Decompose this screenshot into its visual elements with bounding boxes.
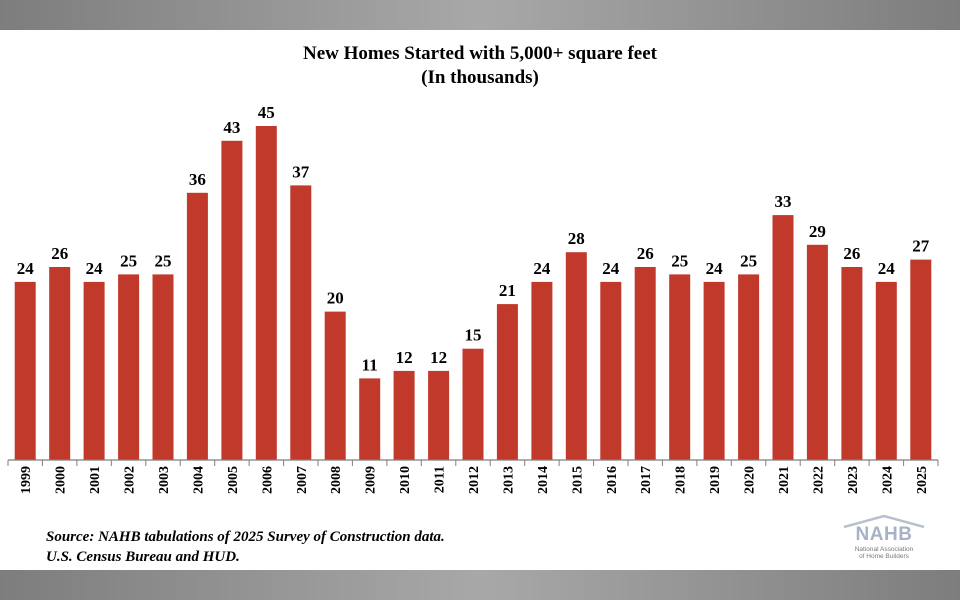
logo-subtitle-line-1: National Association [854, 546, 914, 553]
data-label: 27 [912, 237, 930, 256]
x-tick-label: 2025 [915, 466, 930, 494]
bar [359, 378, 381, 460]
x-tick-label: 2023 [846, 466, 861, 494]
bar [875, 281, 897, 460]
data-label: 24 [86, 259, 104, 278]
x-tick-label: 2000 [54, 466, 69, 494]
data-label: 43 [223, 118, 240, 137]
x-tick-label: 2017 [639, 466, 654, 494]
data-label: 45 [258, 103, 275, 122]
bar [806, 244, 828, 460]
bar [634, 267, 656, 460]
data-label: 12 [396, 348, 413, 367]
bar [221, 140, 243, 461]
source-line-1: Source: NAHB tabulations of 2025 Survey … [46, 529, 445, 545]
bar [910, 259, 932, 460]
bar [83, 281, 105, 460]
bar [118, 274, 140, 460]
data-label: 25 [120, 251, 137, 270]
data-label: 12 [430, 348, 447, 367]
x-tick-label: 2009 [364, 466, 379, 494]
chart-title: New Homes Started with 5,000+ square fee… [0, 42, 960, 90]
data-label: 26 [51, 244, 68, 263]
chart-subtitle: (In thousands) [421, 67, 539, 88]
x-tick-label: 2008 [329, 466, 344, 494]
bar [14, 281, 36, 460]
data-label: 25 [671, 251, 688, 270]
data-label: 24 [878, 259, 896, 278]
data-label: 20 [327, 289, 344, 308]
x-tick-label: 2005 [226, 466, 241, 494]
x-tick-label: 2020 [743, 466, 758, 494]
bar [290, 185, 312, 460]
source-note: Source: NAHB tabulations of 2025 Survey … [46, 527, 445, 567]
bar [462, 348, 484, 460]
top-frame-band [0, 0, 960, 30]
bar [669, 274, 691, 460]
x-tick-label: 2010 [398, 466, 413, 494]
data-label: 24 [533, 259, 551, 278]
x-tick-label: 2007 [295, 466, 310, 494]
x-tick-label: 2006 [260, 466, 275, 494]
bar [49, 267, 71, 460]
x-tick-label: 1999 [19, 466, 34, 494]
bar [428, 370, 450, 460]
data-label: 11 [362, 355, 378, 374]
x-tick-label: 2012 [467, 466, 482, 494]
bar [772, 215, 794, 460]
bar [186, 192, 208, 461]
data-label: 24 [17, 259, 35, 278]
data-label: 36 [189, 170, 206, 189]
nahb-logo: NAHB National Association of Home Builde… [836, 514, 932, 564]
bar [738, 274, 760, 460]
bar [152, 274, 174, 460]
x-tick-label: 2018 [674, 466, 689, 494]
x-tick-label: 2019 [708, 466, 723, 494]
data-label: 15 [465, 326, 482, 345]
x-tick-label: 2014 [536, 466, 551, 494]
source-line-2: U.S. Census Bureau and HUD. [46, 549, 240, 565]
roof-icon [843, 514, 925, 528]
bar [531, 281, 553, 460]
data-label: 24 [706, 259, 724, 278]
x-tick-label: 2021 [777, 466, 792, 494]
bar [324, 311, 346, 460]
bar [703, 281, 725, 460]
data-label: 24 [602, 259, 620, 278]
x-tick-label: 2015 [570, 466, 585, 494]
x-tick-label: 2004 [191, 466, 206, 494]
x-tick-label: 2011 [433, 466, 448, 493]
x-tick-label: 2003 [157, 466, 172, 494]
data-label: 25 [155, 251, 172, 270]
data-label: 25 [740, 251, 757, 270]
chart-title-line: New Homes Started with 5,000+ square fee… [302, 43, 657, 64]
logo-subtitle-line-2: of Home Builders [859, 553, 909, 560]
data-label: 33 [775, 192, 792, 211]
data-label: 26 [843, 244, 860, 263]
data-label: 37 [292, 162, 310, 181]
logo-subtitle: National Association of Home Builders [836, 546, 932, 560]
bar [600, 281, 622, 460]
bottom-frame-band [0, 570, 960, 600]
x-tick-label: 2002 [123, 466, 138, 494]
bar [393, 370, 415, 460]
bar [496, 304, 518, 460]
data-label: 21 [499, 281, 516, 300]
data-label: 28 [568, 229, 585, 248]
x-tick-label: 2016 [605, 466, 620, 494]
x-tick-label: 2001 [88, 466, 103, 494]
logo-wordmark: NAHB [855, 524, 913, 545]
bar [565, 252, 587, 460]
data-label: 26 [637, 244, 654, 263]
x-tick-label: 2022 [811, 466, 826, 494]
data-label: 29 [809, 222, 826, 241]
bar [255, 126, 277, 460]
x-tick-label: 2024 [880, 466, 895, 494]
x-tick-label: 2013 [501, 466, 516, 494]
bar [841, 267, 863, 460]
